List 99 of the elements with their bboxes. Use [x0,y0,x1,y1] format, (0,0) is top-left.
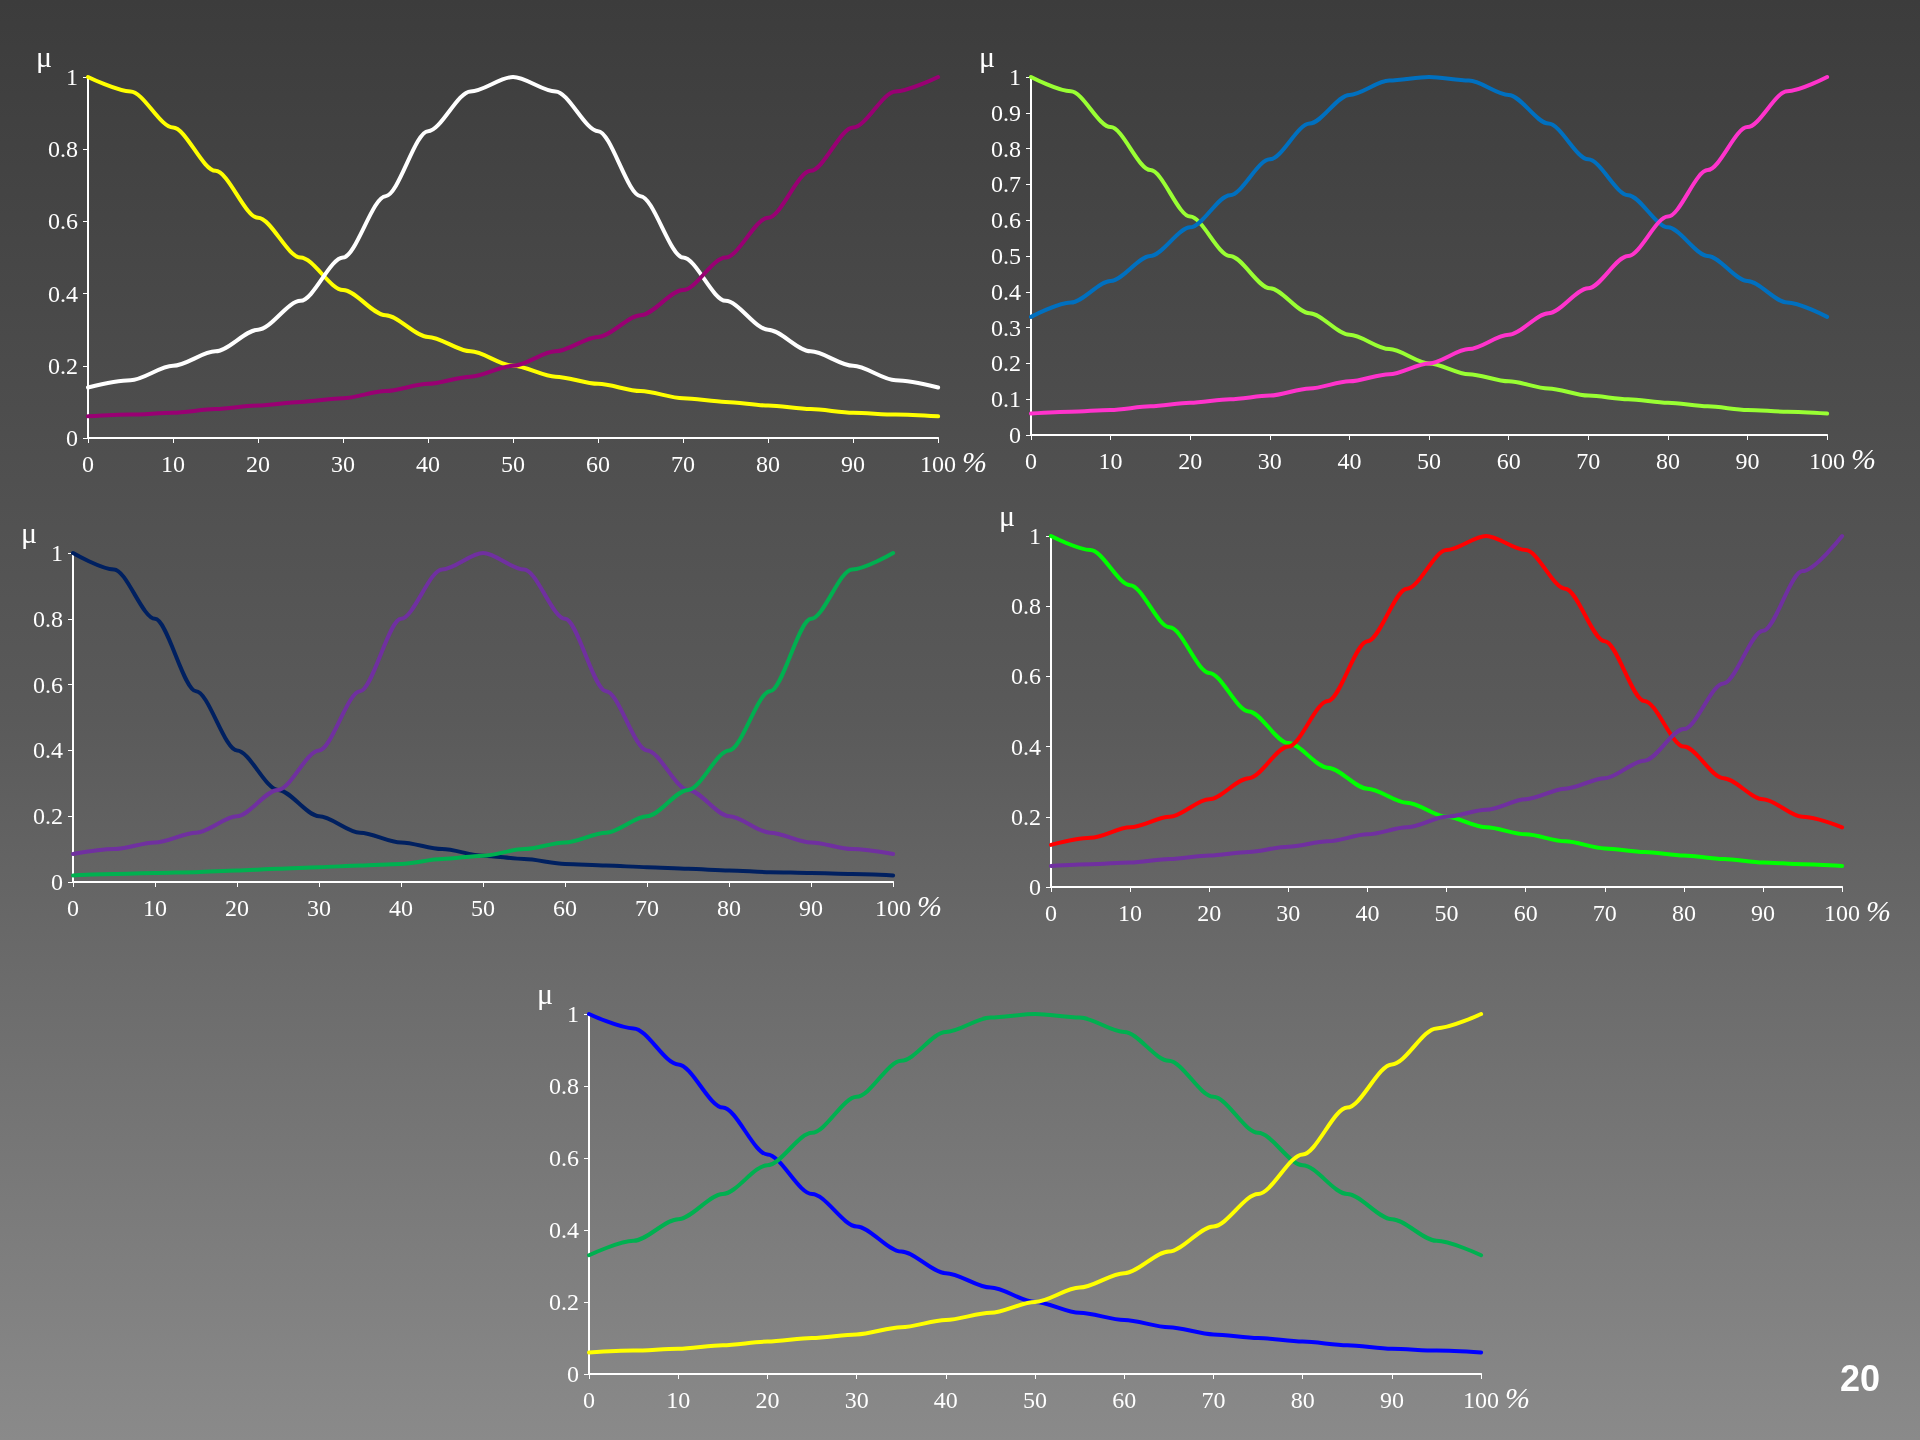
y-tick-label: 0 [66,425,79,452]
x-tick-label: 50 [1023,1386,1048,1413]
y-tick-label: 0.9 [991,99,1022,126]
x-tick-label: 20 [246,451,271,478]
x-axis-title: % [917,888,943,922]
x-tick-label: 40 [1337,448,1362,475]
line-series [1029,75,1830,416]
y-axis-title: μ [36,39,53,73]
y-tick-label: 0.8 [991,135,1022,162]
x-tick-label: 50 [1434,900,1459,927]
x-tick-label: 10 [161,451,186,478]
x-tick-label: 30 [1257,448,1282,475]
y-tick-label: 0.2 [33,803,64,830]
x-tick-label: 70 [1592,900,1617,927]
x-tick-label: 80 [756,451,781,478]
x-tick-label: 40 [1355,900,1380,927]
x-tick-label: 80 [1655,448,1680,475]
y-tick-label: 0.5 [991,243,1022,270]
y-tick-label: 0.7 [991,171,1022,198]
y-tick-label: 0.3 [991,314,1022,341]
x-tick-label: 60 [1496,448,1521,475]
y-tick-label: 0.6 [991,207,1022,234]
y-tick-label: 1 [566,1000,579,1027]
y-tick-label: 0.8 [33,606,64,633]
y-tick-label: 1 [1009,64,1022,91]
y-tick-label: 0.6 [48,208,79,235]
line-series [1029,75,1830,319]
x-tick-label: 90 [799,895,824,922]
x-tick-label: 90 [1379,1386,1404,1413]
x-tick-label: 20 [1178,448,1203,475]
y-axis-title: μ [998,498,1015,532]
x-tick-label: 30 [844,1386,869,1413]
line-series [586,1011,1484,1258]
x-tick-label: 70 [635,895,660,922]
y-tick-label: 0 [51,869,64,896]
y-tick-label: 0.4 [48,280,79,307]
y-tick-label: 0.6 [548,1144,579,1171]
x-tick-label: 50 [1417,448,1442,475]
y-tick-label: 0.4 [991,278,1022,305]
x-tick-label: 50 [471,895,496,922]
x-tick-label: 10 [1098,448,1123,475]
y-axis-title: μ [21,515,38,549]
x-tick-label: 10 [666,1386,691,1413]
y-tick-label: 0.8 [548,1072,579,1099]
x-tick-label: 20 [225,895,250,922]
x-tick-label: 90 [1750,900,1775,927]
x-tick-label: 30 [1275,900,1300,927]
y-tick-label: 0.8 [48,136,79,163]
x-tick-label: 80 [1671,900,1696,927]
x-tick-label: 10 [143,895,168,922]
y-tick-label: 0.2 [548,1288,579,1315]
y-tick-label: 0.4 [548,1216,579,1243]
y-tick-label: 1 [1028,523,1041,550]
y-tick-label: 1 [66,64,79,91]
y-tick-label: 0.6 [1010,663,1041,690]
x-tick-label: 90 [1735,448,1760,475]
x-tick-label: 60 [1112,1386,1137,1413]
y-tick-label: 0 [1028,874,1041,901]
y-tick-label: 0.1 [991,386,1022,413]
x-axis-title: % [962,444,988,478]
y-tick-label: 1 [51,540,64,567]
x-tick-label: 60 [1513,900,1538,927]
x-tick-label: 100 [1463,1386,1500,1413]
x-axis-title: % [1504,1380,1530,1414]
x-tick-label: 100 [875,895,912,922]
x-tick-label: 50 [501,451,526,478]
x-tick-label: 10 [1117,900,1142,927]
x-tick-label: 30 [307,895,332,922]
x-tick-label: 80 [717,895,742,922]
x-tick-label: 100 [1823,900,1860,927]
x-tick-label: 40 [933,1386,958,1413]
x-tick-label: 20 [755,1386,780,1413]
x-tick-label: 70 [671,451,696,478]
line-series [586,1011,1484,1355]
y-tick-label: 0.4 [33,737,64,764]
x-tick-label: 90 [841,451,866,478]
y-axis-title: μ [978,39,996,73]
x-tick-label: 100 [920,451,957,478]
y-axis-title: μ [536,976,553,1010]
x-tick-label: 80 [1290,1386,1315,1413]
x-tick-label: 40 [416,451,441,478]
x-axis-title: % [1851,441,1877,475]
y-tick-label: 0.2 [1010,804,1041,831]
y-tick-label: 0 [1009,422,1022,449]
y-tick-label: 0.6 [33,672,64,699]
y-tick-label: 0.2 [48,352,79,379]
y-tick-label: 0 [566,1360,579,1387]
x-tick-label: 40 [389,895,414,922]
y-tick-label: 0.2 [991,350,1022,377]
y-tick-label: 0.8 [1010,593,1041,620]
x-tick-label: 60 [553,895,578,922]
x-tick-label: 60 [586,451,611,478]
y-tick-label: 0.4 [1010,733,1041,760]
x-tick-label: 70 [1576,448,1601,475]
x-tick-label: 70 [1201,1386,1226,1413]
x-tick-label: 100 [1809,448,1846,475]
x-tick-label: 30 [331,451,356,478]
x-tick-label: 20 [1196,900,1221,927]
x-axis-title: % [1865,893,1891,927]
